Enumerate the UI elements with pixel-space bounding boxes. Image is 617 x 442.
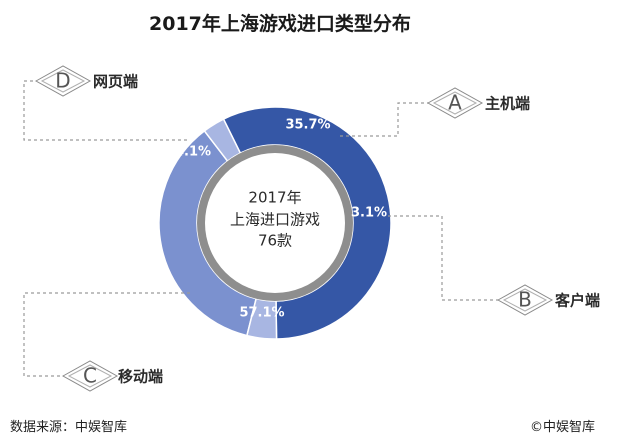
center-disc bbox=[205, 153, 345, 293]
callout-letter-b: B bbox=[518, 288, 532, 312]
callout-diamond-inner-d bbox=[40, 69, 86, 93]
callout-diamond-inner-a bbox=[432, 91, 478, 115]
callout-diamond-a bbox=[426, 87, 484, 119]
center-text-line-1: 2017年 bbox=[248, 189, 301, 207]
callout-diamond-inner-b bbox=[502, 288, 548, 312]
footer-copyright: ©中娱智库 bbox=[529, 420, 595, 435]
callout-diamond-d bbox=[34, 65, 92, 97]
footer-source: 数据来源：中娱智库 bbox=[10, 420, 128, 435]
data-label-d: 4.1% bbox=[175, 145, 211, 160]
callout-letter-a: A bbox=[448, 91, 462, 115]
callout-line-d bbox=[23, 80, 187, 141]
callout-diamond-c bbox=[61, 360, 119, 392]
callout-letter-d: D bbox=[55, 69, 70, 93]
callout-diamond-b bbox=[496, 284, 554, 316]
center-text-line-3: 76款 bbox=[258, 232, 292, 250]
legend-label-c: 移动端 bbox=[118, 368, 163, 386]
center-text-line-2: 上海进口游戏 bbox=[230, 211, 320, 229]
data-label-a: 35.7% bbox=[285, 118, 330, 133]
callout-line-c bbox=[23, 292, 190, 377]
legend-label-d: 网页端 bbox=[93, 73, 138, 91]
data-label-b: 3.1% bbox=[351, 206, 387, 221]
data-label-c: 57.1% bbox=[239, 306, 284, 321]
legend-label-a: 主机端 bbox=[485, 95, 530, 113]
callout-diamond-inner-c bbox=[67, 364, 113, 388]
callout-line-b bbox=[388, 215, 498, 301]
callout-line-a bbox=[340, 102, 428, 137]
legend-label-b: 客户端 bbox=[554, 292, 600, 310]
callout-letter-c: C bbox=[83, 364, 97, 388]
chart-title: 2017年上海游戏进口类型分布 bbox=[149, 13, 411, 35]
